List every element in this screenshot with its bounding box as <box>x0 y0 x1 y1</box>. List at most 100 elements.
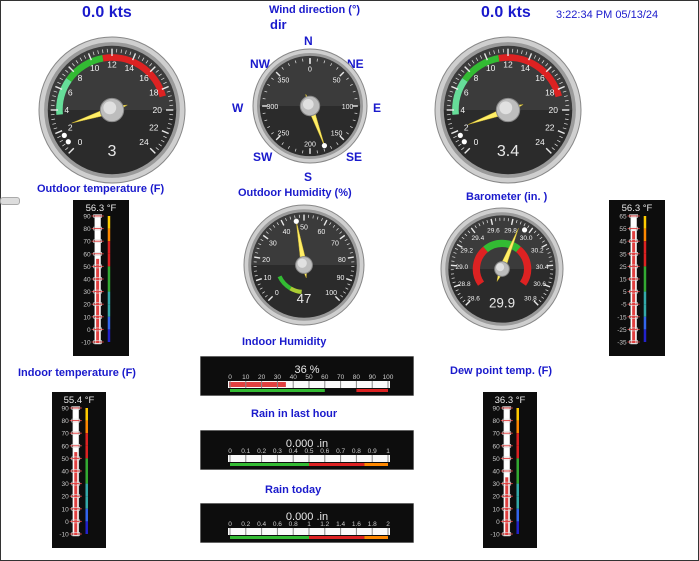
linear-tick-label: 20 <box>258 374 266 381</box>
thermo-tick-label: 60 <box>62 443 70 450</box>
gauge-tick-label: 20 <box>153 105 163 115</box>
linear-tick-label: 10 <box>242 374 250 381</box>
gauge-tick <box>533 230 537 234</box>
thermo-color-strip <box>643 304 647 317</box>
gauge-band <box>277 275 292 291</box>
gauge-tick-label: 30.6 <box>533 281 546 288</box>
gauge-tick-label: 29.0 <box>456 264 469 271</box>
gauge-tick <box>155 147 159 151</box>
gauge-tick <box>498 49 500 54</box>
gauge-tick <box>521 50 523 55</box>
thermo-tick-mark <box>93 289 102 294</box>
thermo-color-strip <box>85 445 88 459</box>
linear-tick-label: 60 <box>321 374 329 381</box>
linear-band <box>230 536 309 539</box>
linear-tick-label: 0 <box>228 374 232 381</box>
gauge-tick <box>275 135 281 141</box>
linear-tick-label: 0.5 <box>304 448 313 455</box>
gauge-tick <box>519 221 522 225</box>
thermo-tick-mark <box>629 340 638 344</box>
linear-band <box>309 536 365 539</box>
linear-tick-label: 50 <box>305 374 313 381</box>
gauge-tick <box>559 135 563 139</box>
linear-tick-label: 0.8 <box>352 448 361 455</box>
gauge-tick-label: 2 <box>68 122 73 132</box>
thermo-tick-mark <box>71 456 81 461</box>
thermo-readout: 36.3 °F <box>495 395 526 406</box>
thermo-tick-label: 40 <box>493 469 501 476</box>
thermo-readout: 55.4 °F <box>64 395 95 406</box>
gauge-tick <box>455 289 459 292</box>
thermo-color-strip <box>85 508 88 522</box>
gauge-tick <box>155 69 159 73</box>
gauge-tick <box>453 284 460 288</box>
thermo-color-strip <box>107 316 111 330</box>
gauge-tick-label: 300 <box>267 104 279 111</box>
thermo-color-strip <box>643 279 647 292</box>
gauge-tick <box>330 145 333 149</box>
gauge-tick <box>287 145 290 149</box>
gauge-tick <box>456 243 463 248</box>
gauge-tick <box>346 132 349 135</box>
gauge-tick <box>329 222 332 226</box>
gauge-gloss <box>47 45 177 110</box>
gauge-tick-label: 20 <box>262 257 270 264</box>
thermo-tick-label: 90 <box>493 406 501 413</box>
linear-band <box>309 463 365 466</box>
thermo-tick-label: 10 <box>62 506 70 513</box>
gauge-tick <box>168 100 173 102</box>
thermo-tick-label: 55 <box>619 226 627 233</box>
gauge-tick <box>262 291 265 294</box>
gauge-tick-label: 24 <box>139 137 149 147</box>
gauge-tick <box>158 143 162 147</box>
gauge-tick <box>255 278 262 282</box>
indoor-humidity-label: Indoor Humidity <box>242 336 327 348</box>
gauge-marker <box>321 143 328 149</box>
thermo-tick-mark <box>629 302 638 306</box>
gauge-tick <box>544 284 551 288</box>
linear-tick-label: 0 <box>228 521 232 528</box>
thermo-tick-label: 80 <box>83 226 91 233</box>
gauge-tick <box>545 66 552 73</box>
gauge-tick <box>71 63 75 67</box>
gauge-tick <box>267 83 271 86</box>
gauge-tick <box>160 77 165 81</box>
gauge-marker <box>65 139 71 145</box>
thermo-readout: 56.3 °F <box>622 203 653 214</box>
thermo-color-strip <box>516 433 519 446</box>
gauge-tick <box>455 77 460 81</box>
gauge-tick-label: 10 <box>90 63 100 73</box>
gauge-tick <box>68 66 75 73</box>
gauge-tick <box>482 221 485 225</box>
compass-e: E <box>373 101 382 115</box>
gauge-tick <box>52 95 57 97</box>
gauge-tick <box>554 143 558 147</box>
gauge-tick <box>545 289 549 292</box>
gauge-tick <box>161 130 169 135</box>
gauge-tick <box>453 135 457 139</box>
gauge-tick <box>269 228 272 231</box>
gauge-tick-label: 80 <box>338 257 346 264</box>
thermo-tick-mark <box>93 226 102 231</box>
gauge-tick <box>158 73 162 77</box>
gauge-tick <box>564 118 569 120</box>
gauge-tick <box>451 277 455 279</box>
gauge-tick-label: 30.2 <box>531 248 544 255</box>
thermo-mercury <box>632 231 636 343</box>
gauge-tick <box>556 77 561 81</box>
thermo-tick-label: 20 <box>62 494 70 501</box>
gauge-tick <box>323 60 326 64</box>
thermo-tick-mark <box>93 239 102 244</box>
gauge-tick <box>65 147 69 151</box>
scroll-handle[interactable] <box>0 197 20 205</box>
thermo-tick-mark <box>502 443 512 448</box>
gauge-band <box>472 246 489 286</box>
linear-tick-label: 0.8 <box>289 521 298 528</box>
gauge-tick-label: 0 <box>308 66 312 73</box>
gauge-tick <box>452 256 456 258</box>
gauge-tick <box>349 126 353 129</box>
gauge-tick <box>68 147 75 154</box>
gauge-gloss <box>251 212 357 265</box>
gauge-tick <box>166 90 171 93</box>
gauge-tick-label: 22 <box>149 122 159 132</box>
